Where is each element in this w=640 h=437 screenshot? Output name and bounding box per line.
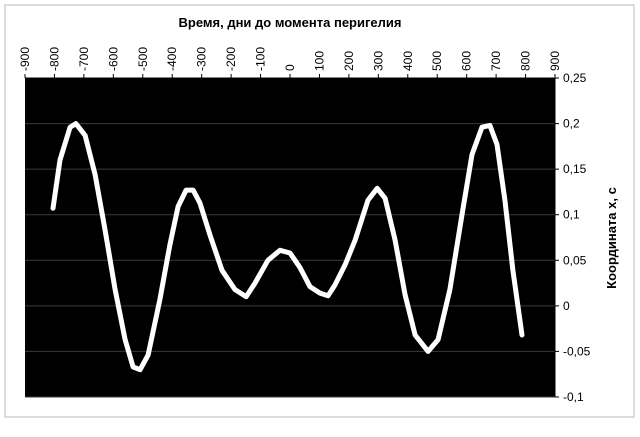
x-tick-label: 600 <box>460 51 474 71</box>
x-tick-label: -600 <box>106 47 120 71</box>
y-tick-label: 0,25 <box>563 71 587 85</box>
y-tick-label: 0 <box>563 299 570 313</box>
x-tick-label: -700 <box>77 47 91 71</box>
x-tick-label: 300 <box>371 51 385 71</box>
x-tick-label: -900 <box>18 47 32 71</box>
y-tick-label: -0,05 <box>563 344 591 358</box>
y-tick-label: 0,15 <box>563 162 587 176</box>
x-tick-label: -200 <box>224 47 238 71</box>
x-tick-label: 500 <box>430 51 444 71</box>
x-tick-label: 900 <box>548 51 562 71</box>
x-axis-title: Время, дни до момента перигелия <box>179 15 402 30</box>
x-tick-label: -100 <box>254 47 268 71</box>
x-tick-label: -400 <box>165 47 179 71</box>
x-tick-label: 700 <box>489 51 503 71</box>
y-tick-label: -0,1 <box>563 390 584 404</box>
x-tick-label: 100 <box>312 51 326 71</box>
x-tick-label: 400 <box>401 51 415 71</box>
data-line <box>50 121 525 373</box>
x-tick-label: 200 <box>342 51 356 71</box>
x-tick-label: 800 <box>519 51 533 71</box>
y-axis-title: Координата x, с <box>604 187 619 289</box>
plot-area <box>25 78 555 397</box>
y-tick-label: 0,05 <box>563 253 587 267</box>
y-tick-label: 0,2 <box>563 117 580 131</box>
y-tick-label: 0,1 <box>563 208 580 222</box>
x-tick-label: -800 <box>47 47 61 71</box>
x-tick-label: 0 <box>283 64 297 71</box>
x-tick-label: -300 <box>195 47 209 71</box>
x-tick-label: -500 <box>136 47 150 71</box>
